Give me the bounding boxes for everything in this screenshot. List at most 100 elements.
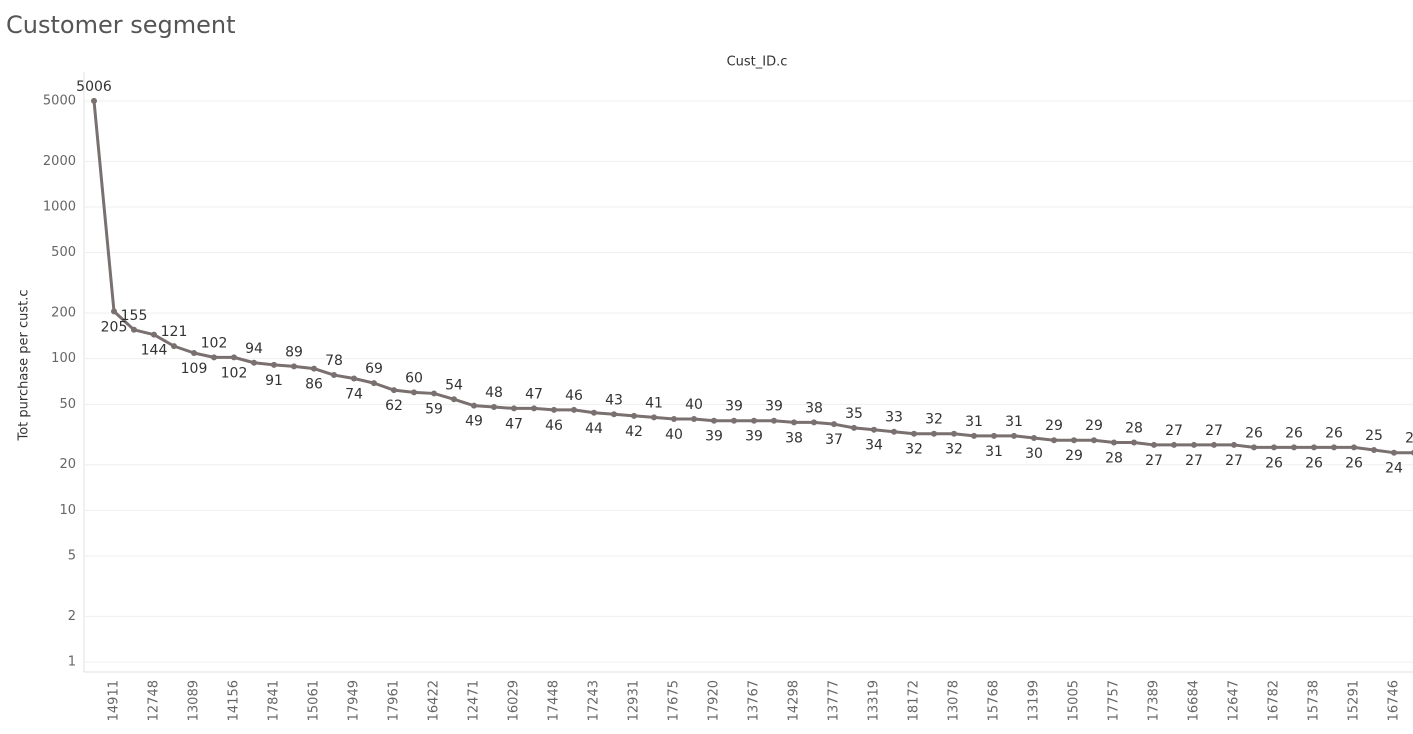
point <box>511 405 517 412</box>
data-label: 205 <box>101 319 128 335</box>
y-tick-label: 2 <box>68 609 76 624</box>
data-label: 26 <box>1345 455 1363 471</box>
point <box>231 354 237 361</box>
data-label: 44 <box>585 421 603 437</box>
data-label: 48 <box>485 385 503 401</box>
data-label: 26 <box>1285 425 1303 441</box>
point <box>691 416 697 423</box>
data-label: 86 <box>305 377 323 393</box>
data-label: 27 <box>1165 423 1183 439</box>
x-tick-label: 14911 <box>107 680 122 721</box>
data-label: 27 <box>1185 453 1203 469</box>
data-label: 31 <box>985 444 1003 460</box>
point <box>671 416 677 423</box>
data-label: 38 <box>785 430 803 446</box>
data-label: 46 <box>565 388 583 404</box>
data-label: 40 <box>685 397 703 413</box>
x-tick-label: 13319 <box>867 680 882 721</box>
data-label: 38 <box>805 400 823 416</box>
x-tick-label: 17920 <box>707 680 722 721</box>
point <box>391 387 397 394</box>
point <box>1071 437 1077 444</box>
data-label: 5006 <box>76 79 112 95</box>
point <box>1151 441 1157 448</box>
point <box>491 404 497 411</box>
point <box>851 424 857 431</box>
x-tick-label: 12931 <box>627 680 642 721</box>
point <box>351 375 357 382</box>
point <box>731 417 737 424</box>
x-tick-label: 13767 <box>747 680 762 721</box>
x-tick-label: 17448 <box>547 680 562 721</box>
data-label: 29 <box>1065 448 1083 464</box>
data-label: 32 <box>905 442 923 458</box>
x-tick-label: 16684 <box>1187 680 1202 721</box>
data-label: 91 <box>265 373 283 389</box>
chart-title: Customer segment <box>6 11 235 39</box>
point <box>1371 447 1377 454</box>
point <box>571 406 577 413</box>
data-label: 43 <box>605 392 623 408</box>
point <box>331 372 337 379</box>
y-tick-label: 1000 <box>43 199 76 214</box>
point <box>871 426 877 433</box>
y-tick-label: 2000 <box>43 154 76 169</box>
y-tick-label: 10 <box>59 503 76 518</box>
data-label: 29 <box>1045 418 1063 434</box>
data-label: 28 <box>1125 421 1143 437</box>
x-tick-label: 17961 <box>387 680 402 721</box>
point <box>991 432 997 439</box>
point <box>1251 444 1257 451</box>
data-label: 41 <box>645 395 663 411</box>
x-tick-label: 17675 <box>667 680 682 721</box>
data-label: 31 <box>1005 414 1023 430</box>
data-label: 30 <box>1025 446 1043 462</box>
point <box>1131 439 1137 446</box>
x-tick-label: 15768 <box>987 680 1002 721</box>
data-label: 27 <box>1145 453 1163 469</box>
x-tick-label: 13777 <box>827 680 842 721</box>
y-tick-label: 5 <box>68 549 76 564</box>
x-tick-label: 12471 <box>467 680 482 721</box>
data-label: 25 <box>1365 428 1383 444</box>
y-tick-label: 500 <box>51 245 76 260</box>
x-tick-label: 17243 <box>587 680 602 721</box>
data-label: 54 <box>445 377 463 393</box>
data-label: 26 <box>1325 425 1343 441</box>
data-label: 37 <box>825 432 843 448</box>
point <box>131 326 137 333</box>
data-label: 26 <box>1305 455 1323 471</box>
data-label: 39 <box>745 429 763 445</box>
x-tick-label: 12647 <box>1227 680 1242 721</box>
data-label: 35 <box>845 406 863 422</box>
point <box>371 380 377 387</box>
x-tick-label: 16782 <box>1267 680 1282 721</box>
x-tick-label: 16746 <box>1387 680 1402 721</box>
point <box>1011 432 1017 439</box>
point <box>1211 441 1217 448</box>
x-tick-label: 16422 <box>427 680 442 721</box>
data-label: 121 <box>161 324 188 340</box>
data-label: 144 <box>141 343 168 359</box>
data-label: 47 <box>525 386 543 402</box>
data-label: 89 <box>285 344 303 360</box>
point <box>411 389 417 396</box>
point <box>291 363 297 370</box>
point <box>1271 444 1277 451</box>
point <box>1291 444 1297 451</box>
data-label: 26 <box>1265 455 1283 471</box>
data-label: 27 <box>1205 423 1223 439</box>
y-tick-label: 5000 <box>43 93 76 108</box>
point <box>1091 437 1097 444</box>
point <box>211 354 217 361</box>
point <box>531 405 537 412</box>
point <box>651 414 657 421</box>
point <box>431 390 437 397</box>
data-label: 32 <box>925 412 943 428</box>
point <box>1231 441 1237 448</box>
data-label: 155 <box>121 308 148 324</box>
data-label: 28 <box>1105 451 1123 467</box>
x-tick-label: 17841 <box>267 680 282 721</box>
